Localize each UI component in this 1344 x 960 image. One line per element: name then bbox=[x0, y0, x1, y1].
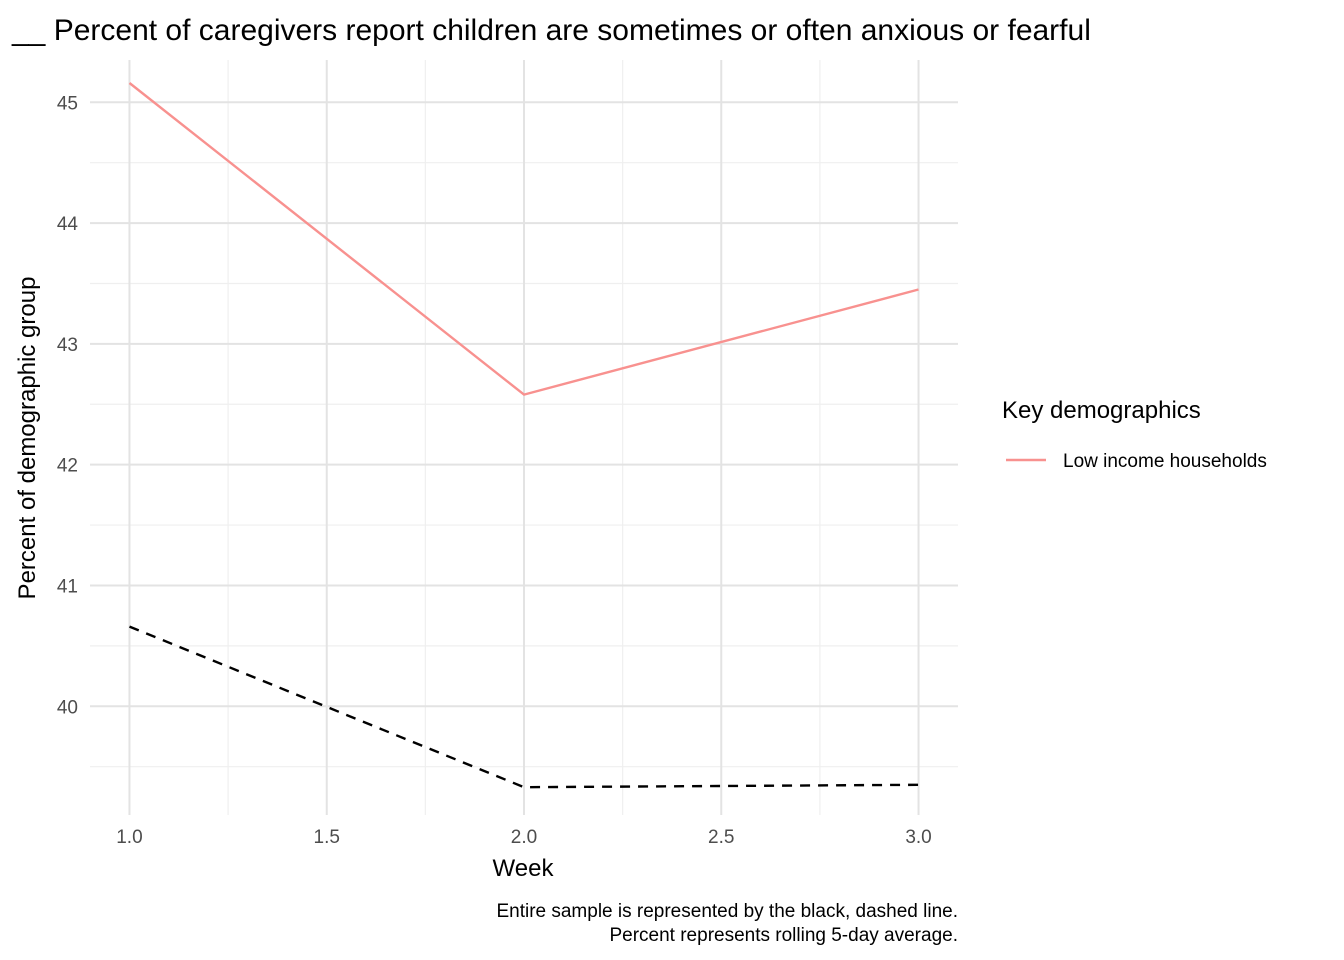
chart-title: __ Percent of caregivers report children… bbox=[11, 14, 1091, 47]
caption-line-2: Percent represents rolling 5-day average… bbox=[609, 925, 958, 946]
legend: Key demographics Low income households bbox=[1002, 397, 1267, 472]
legend-label-low-income: Low income households bbox=[1063, 451, 1267, 472]
caption-line-1: Entire sample is represented by the blac… bbox=[496, 901, 958, 922]
x-tick-label: 1.5 bbox=[314, 827, 340, 848]
series-line-entire-sample bbox=[129, 625, 919, 789]
x-axis-ticks: 1.0 1.5 2.0 2.5 3.0 bbox=[116, 827, 932, 848]
series-lines bbox=[128, 82, 919, 789]
series-line-low-income bbox=[128, 82, 919, 396]
y-tick-label: 42 bbox=[57, 456, 78, 477]
y-tick-label: 45 bbox=[57, 93, 78, 114]
caption: Entire sample is represented by the blac… bbox=[496, 901, 958, 946]
x-tick-label: 2.0 bbox=[511, 827, 537, 848]
x-tick-label: 3.0 bbox=[905, 827, 931, 848]
x-axis-title: Week bbox=[493, 855, 555, 882]
y-tick-label: 40 bbox=[57, 697, 78, 718]
y-tick-label: 41 bbox=[57, 576, 78, 597]
y-axis-ticks: 40 41 42 43 44 45 bbox=[57, 93, 79, 718]
x-tick-label: 1.0 bbox=[116, 827, 142, 848]
legend-title: Key demographics bbox=[1002, 397, 1201, 424]
y-tick-label: 43 bbox=[57, 335, 78, 356]
y-tick-label: 44 bbox=[57, 214, 79, 235]
x-tick-label: 2.5 bbox=[708, 827, 734, 848]
gridlines bbox=[90, 60, 958, 815]
y-axis-title: Percent of demographic group bbox=[14, 277, 41, 600]
